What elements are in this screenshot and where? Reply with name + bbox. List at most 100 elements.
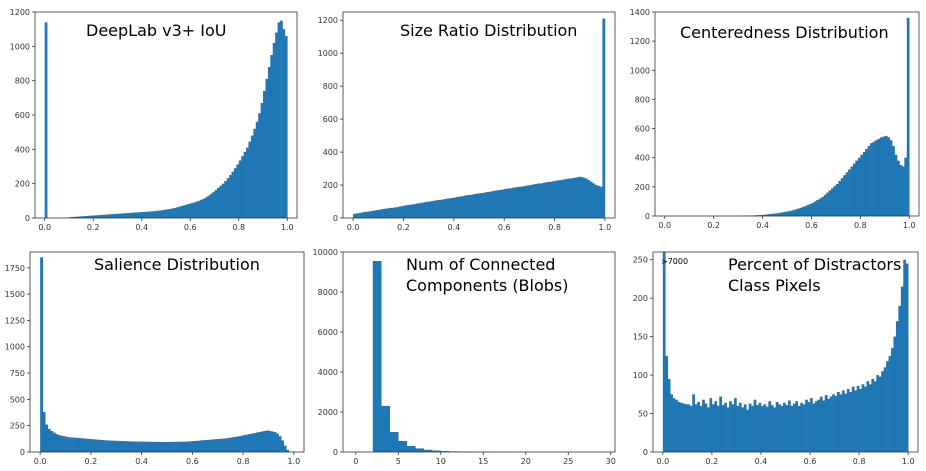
bar: [134, 441, 137, 452]
bar: [42, 412, 46, 452]
bar: [215, 439, 219, 452]
bar: [144, 441, 148, 452]
bar: [110, 214, 113, 218]
bar: [243, 435, 246, 452]
bar: [905, 263, 909, 452]
bar: [865, 148, 868, 216]
y-tick: 1000: [318, 49, 343, 58]
bar: [675, 399, 678, 452]
bar: [381, 406, 391, 452]
bar: [95, 215, 99, 218]
bar: [850, 166, 854, 216]
axes-frame: [342, 11, 616, 219]
x-tick-label: 25: [563, 457, 573, 466]
y-tick-label: 1750: [5, 264, 25, 273]
bar: [411, 204, 414, 218]
x-tick: 0.0: [38, 218, 51, 232]
x-tick-label: 1.0: [903, 221, 916, 230]
bar: [438, 199, 442, 218]
bar: [154, 441, 158, 452]
bar: [779, 212, 783, 216]
bar: [854, 390, 857, 452]
bar: [400, 206, 404, 218]
x-tick: 0.6: [805, 216, 818, 230]
y-tick: 8000: [318, 288, 343, 297]
y-tick-label: 1000: [10, 42, 30, 51]
bar: [743, 404, 747, 452]
bar: [245, 434, 249, 452]
bar: [783, 402, 786, 452]
x-tick: 0.8: [853, 452, 865, 466]
x-tick-label: 0.6: [498, 223, 511, 232]
y-tick-label: 0: [25, 214, 30, 223]
bar: [861, 384, 865, 452]
bar: [118, 440, 122, 452]
x-tick: 0.8: [854, 216, 867, 230]
x-tick-label: 0.2: [706, 457, 719, 466]
x-tick-label: 0.2: [87, 223, 100, 232]
bar: [80, 438, 84, 452]
bar: [219, 185, 223, 218]
bar: [250, 433, 254, 452]
bar: [884, 135, 888, 216]
x-tick-label: 1.0: [599, 223, 612, 232]
bar: [868, 384, 872, 452]
bar: [597, 185, 601, 218]
bar: [255, 121, 259, 218]
bar: [189, 441, 193, 452]
y-tick: 800: [15, 77, 35, 86]
y-tick: 1250: [5, 316, 30, 325]
bar: [116, 440, 120, 452]
y-tick: 100: [633, 371, 653, 380]
y-tick: 4000: [318, 368, 343, 377]
bar: [263, 90, 266, 218]
bar: [50, 430, 54, 452]
y-tick-label: 600: [323, 115, 338, 124]
bar: [672, 398, 676, 452]
y-tick-label: 400: [635, 154, 650, 163]
bar: [792, 403, 796, 452]
y-tick: 400: [323, 148, 343, 157]
bar: [709, 398, 713, 452]
bar: [207, 439, 211, 452]
bar: [241, 156, 244, 218]
bar: [856, 385, 860, 452]
bar: [667, 378, 671, 452]
y-tick-label: 250: [633, 256, 648, 265]
bar: [813, 201, 817, 216]
bar: [787, 211, 790, 216]
bar: [831, 188, 834, 216]
bar: [260, 102, 264, 218]
bar: [719, 396, 723, 452]
bar: [753, 399, 757, 452]
bar: [810, 398, 813, 452]
annotation-label: >7000: [661, 257, 688, 266]
bar: [559, 180, 563, 218]
bar: [665, 355, 669, 452]
bar: [286, 449, 290, 452]
x-tick: 10: [436, 452, 446, 466]
bar: [55, 434, 59, 452]
y-tick-label: 0: [643, 448, 648, 457]
y-tick: 200: [635, 183, 655, 192]
bar: [594, 185, 598, 218]
bars-iou: [44, 20, 288, 219]
y-tick: 800: [635, 95, 655, 104]
x-tick-label: 0.0: [38, 223, 51, 232]
x-tick-label: 15: [478, 457, 488, 466]
bar: [40, 257, 43, 452]
bar: [103, 440, 107, 452]
bar: [128, 441, 132, 452]
bar: [814, 401, 818, 452]
bar: [584, 178, 588, 218]
y-tick: 400: [15, 145, 35, 154]
bar: [463, 195, 467, 218]
bar: [818, 198, 822, 216]
y-tick-label: 2000: [318, 408, 338, 417]
bar: [101, 440, 104, 452]
x-tick-label: 30: [606, 457, 616, 466]
x-tick: 1.0: [902, 452, 915, 466]
bar: [539, 183, 543, 218]
bar: [541, 182, 545, 218]
bar: [785, 405, 789, 452]
